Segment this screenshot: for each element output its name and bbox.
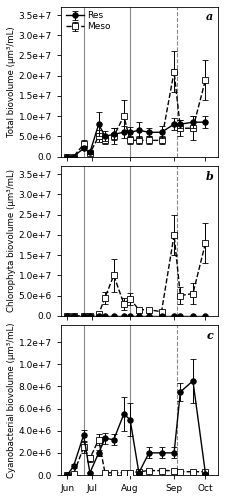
Legend: Res, Meso: Res, Meso — [64, 10, 112, 33]
Y-axis label: Total biovolume (μm³/mL): Total biovolume (μm³/mL) — [7, 26, 16, 137]
Text: c: c — [207, 330, 213, 341]
Y-axis label: Chlorophyta biovolume (μm³/mL): Chlorophyta biovolume (μm³/mL) — [7, 170, 16, 312]
Text: b: b — [206, 170, 213, 181]
Text: a: a — [206, 12, 213, 22]
Y-axis label: Cyanobacterial biovolume (μm³/mL): Cyanobacterial biovolume (μm³/mL) — [7, 322, 16, 478]
